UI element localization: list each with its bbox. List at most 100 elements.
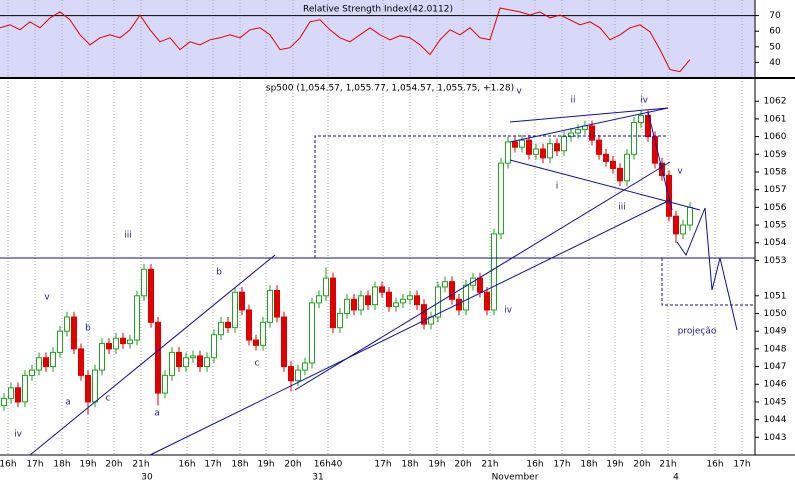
candle-body bbox=[519, 139, 525, 148]
candle-body bbox=[463, 284, 469, 311]
candle-body bbox=[43, 357, 49, 368]
candle-body bbox=[540, 148, 546, 159]
x-tick-label: 16h bbox=[178, 460, 195, 470]
x-tick-label: 16h bbox=[706, 460, 723, 470]
candle-body bbox=[246, 309, 252, 341]
candle-body bbox=[589, 125, 595, 141]
wave-label: iv bbox=[14, 430, 23, 440]
dashed-target bbox=[661, 258, 755, 306]
y-tick-label: 1045 bbox=[764, 397, 787, 407]
gridlines bbox=[7, 0, 743, 455]
wave-label: iv bbox=[640, 96, 649, 106]
candle-body bbox=[400, 298, 406, 304]
candle-body bbox=[85, 374, 91, 403]
candle-body bbox=[610, 160, 616, 169]
y-tick-label: 1055 bbox=[764, 221, 787, 231]
candle-body bbox=[176, 351, 182, 368]
y-tick-label: 1044 bbox=[764, 415, 787, 425]
candle-body bbox=[169, 351, 175, 376]
candle-body bbox=[603, 153, 609, 162]
wave-label: iv bbox=[504, 306, 513, 316]
y-tick-label: 1050 bbox=[764, 309, 787, 319]
trend-line bbox=[294, 161, 671, 391]
x-tick-label: 21h bbox=[481, 460, 498, 470]
projection-path bbox=[676, 207, 738, 331]
candle-body bbox=[365, 295, 371, 306]
candle-body bbox=[281, 316, 287, 368]
candle-body bbox=[407, 295, 413, 300]
candle-body bbox=[680, 224, 686, 235]
x-tick-label: 16h40 bbox=[314, 460, 343, 470]
candle-body bbox=[442, 281, 448, 288]
candle-body bbox=[78, 348, 84, 376]
trend-lines bbox=[0, 107, 755, 456]
candle-body bbox=[351, 298, 357, 311]
candle-body bbox=[106, 343, 112, 350]
wave-label: b bbox=[216, 268, 222, 278]
y-tick-label: 1057 bbox=[764, 185, 787, 195]
x-tick-label: 16h bbox=[0, 460, 17, 470]
candle-body bbox=[71, 316, 77, 350]
x-tick-label: 19h bbox=[428, 460, 445, 470]
candle-body bbox=[211, 334, 217, 359]
wave-label: c bbox=[255, 359, 260, 369]
date-label: 31 bbox=[312, 473, 323, 482]
trend-line bbox=[647, 111, 673, 211]
x-tick-label: 19h bbox=[79, 460, 96, 470]
candle-body bbox=[505, 141, 511, 164]
candle-body bbox=[323, 277, 329, 297]
candle-body bbox=[449, 281, 455, 300]
rsi-tick-label: 60 bbox=[769, 27, 781, 37]
chart-title: sp500 (1,054.57, 1,055.77, 1,054.57, 1,0… bbox=[266, 84, 514, 94]
trend-line bbox=[509, 159, 701, 211]
rsi-title: Relative Strength Index(42.0112) bbox=[303, 5, 453, 15]
candle-body bbox=[260, 321, 266, 346]
wave-label: ii bbox=[570, 96, 575, 106]
candle-body bbox=[484, 291, 490, 311]
candle-body bbox=[197, 355, 203, 368]
candle-body bbox=[554, 143, 560, 152]
x-tick-label: 18h bbox=[401, 460, 418, 470]
wave-label: i bbox=[556, 182, 559, 192]
date-label: November bbox=[492, 473, 539, 482]
wave-label: iii bbox=[124, 231, 132, 241]
wave-label: v bbox=[516, 87, 522, 97]
candle-body bbox=[8, 387, 14, 399]
candle-body bbox=[491, 233, 497, 311]
candle-body bbox=[533, 148, 539, 155]
y-tick-label: 1047 bbox=[764, 362, 787, 372]
candle-body bbox=[596, 139, 602, 155]
candle-body bbox=[232, 291, 238, 329]
wave-label: a bbox=[65, 398, 71, 408]
candle-body bbox=[561, 136, 567, 152]
candle-body bbox=[218, 321, 224, 336]
x-tick-label: 20h bbox=[633, 460, 650, 470]
candle-body bbox=[673, 215, 679, 235]
y-tick-label: 1043 bbox=[764, 433, 787, 443]
candle-body bbox=[57, 330, 63, 353]
rsi-tick-label: 40 bbox=[769, 58, 781, 68]
y-tick-label: 1046 bbox=[764, 380, 787, 390]
wave-label: b bbox=[85, 324, 91, 334]
candle-body bbox=[624, 153, 630, 182]
candle-body bbox=[617, 167, 623, 182]
candle-body bbox=[421, 304, 427, 325]
candle-body bbox=[204, 357, 210, 368]
wave-label: v bbox=[677, 167, 683, 177]
candle-body bbox=[120, 337, 126, 345]
candle-body bbox=[99, 343, 105, 371]
wave-label: iii bbox=[618, 203, 626, 213]
wave-label: projeção bbox=[678, 327, 717, 337]
candle-body bbox=[379, 286, 385, 293]
candle-body bbox=[64, 316, 70, 332]
x-tick-label: 18h bbox=[580, 460, 597, 470]
candle-body bbox=[134, 295, 140, 341]
wave-label: a bbox=[154, 409, 160, 419]
y-tick-label: 1048 bbox=[764, 344, 787, 354]
x-tick-label: 19h bbox=[606, 460, 623, 470]
candle-body bbox=[15, 387, 21, 403]
candle-body bbox=[190, 355, 196, 359]
candle-body bbox=[358, 295, 364, 311]
rsi-panel bbox=[0, 0, 755, 78]
